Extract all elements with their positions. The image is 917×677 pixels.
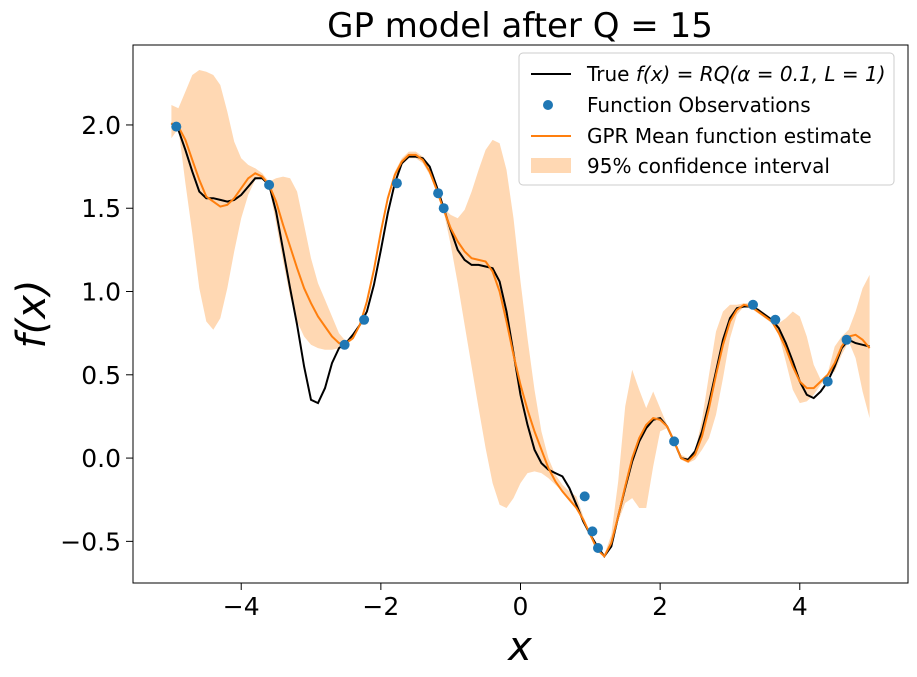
observation-point	[587, 526, 598, 537]
x-tick-label: −2	[362, 592, 399, 621]
observation-point	[438, 203, 449, 214]
y-tick-label: 1.0	[81, 278, 121, 307]
observation-point	[841, 334, 852, 345]
legend-label-true-math: f(x) = RQ(α = 0.1, L = 1)	[636, 62, 886, 86]
legend-label-true-text: True	[586, 62, 636, 86]
observation-point	[391, 178, 402, 189]
chart-title: GP model after Q = 15	[327, 6, 713, 46]
observation-point	[593, 543, 603, 553]
x-tick-label: −4	[223, 592, 260, 621]
observation-point	[339, 339, 350, 350]
y-tick-label: 0.5	[81, 361, 121, 390]
observation-points	[171, 121, 852, 553]
legend-box	[518, 52, 895, 186]
observation-point	[748, 299, 758, 310]
y-tick-label: −0.5	[60, 527, 121, 556]
observation-point	[770, 314, 781, 325]
y-axis: −0.5 0.0 0.5 1.0 1.5 2.0	[60, 111, 133, 556]
x-axis: −4 −2 0 2 4	[223, 583, 808, 621]
y-tick-label: 2.0	[81, 111, 121, 140]
observation-point	[359, 314, 370, 325]
legend-label-observations: Function Observations	[587, 93, 811, 117]
x-axis-label: x	[506, 624, 532, 670]
legend-label-confidence: 95% confidence interval	[587, 154, 830, 178]
observation-point	[433, 188, 444, 199]
legend: True f(x) = RQ(α = 0.1, L = 1) Function …	[518, 52, 895, 186]
legend-label-mean: GPR Mean function estimate	[587, 124, 872, 148]
observation-point	[264, 179, 275, 190]
legend-swatch-observations	[543, 100, 553, 110]
y-tick-label: 1.5	[81, 194, 121, 223]
y-axis-label: f(x)	[9, 280, 55, 349]
observation-point	[669, 436, 680, 447]
x-tick-label: 0	[513, 592, 529, 621]
observation-point	[579, 491, 590, 502]
observation-point	[822, 376, 833, 387]
x-tick-label: 4	[792, 592, 808, 621]
x-tick-label: 2	[652, 592, 668, 621]
legend-swatch-confidence	[531, 158, 571, 173]
y-tick-label: 0.0	[81, 444, 121, 473]
confidence-band	[171, 70, 870, 557]
observation-point	[171, 121, 182, 132]
legend-label-true: True f(x) = RQ(α = 0.1, L = 1)	[586, 62, 886, 86]
